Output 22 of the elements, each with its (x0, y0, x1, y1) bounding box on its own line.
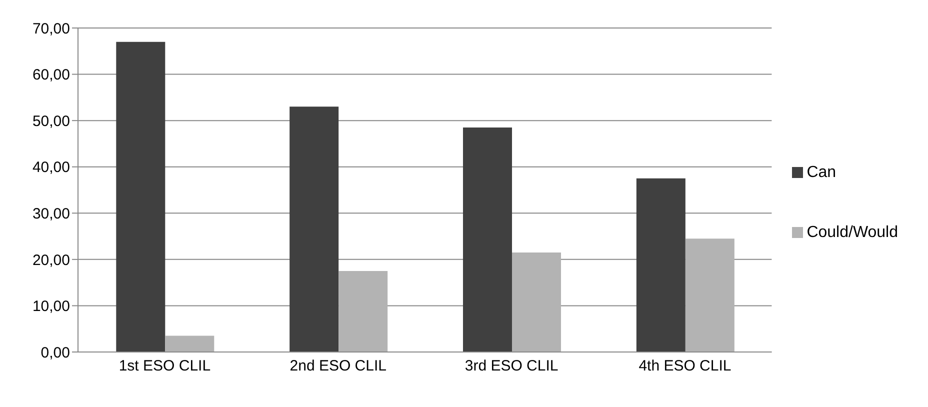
bar (116, 42, 166, 352)
legend-label: Could/Would (806, 224, 898, 241)
x-tick-label: 2nd ESO CLIL (290, 358, 386, 375)
y-tick-label: 40,00 (32, 159, 70, 176)
y-tick-label: 0,00 (40, 344, 70, 362)
bar (338, 271, 388, 352)
y-tick-label: 10,00 (32, 298, 70, 316)
legend-label: Can (806, 164, 836, 181)
y-tick-label: 50,00 (32, 112, 70, 130)
bar (636, 178, 686, 352)
bar (165, 336, 214, 352)
y-tick-label: 30,00 (32, 205, 70, 222)
bar (290, 106, 339, 352)
y-tick-label: 60,00 (32, 66, 70, 84)
x-tick-label: 4th ESO CLIL (638, 358, 732, 375)
bar (512, 252, 561, 352)
bar (462, 128, 512, 352)
bar (685, 238, 734, 352)
y-tick-label: 70,00 (32, 20, 70, 38)
y-tick-label: 20,00 (32, 252, 70, 269)
x-tick-label: 1st ESO CLIL (118, 358, 211, 375)
x-tick-label: 3rd ESO CLIL (464, 358, 558, 375)
